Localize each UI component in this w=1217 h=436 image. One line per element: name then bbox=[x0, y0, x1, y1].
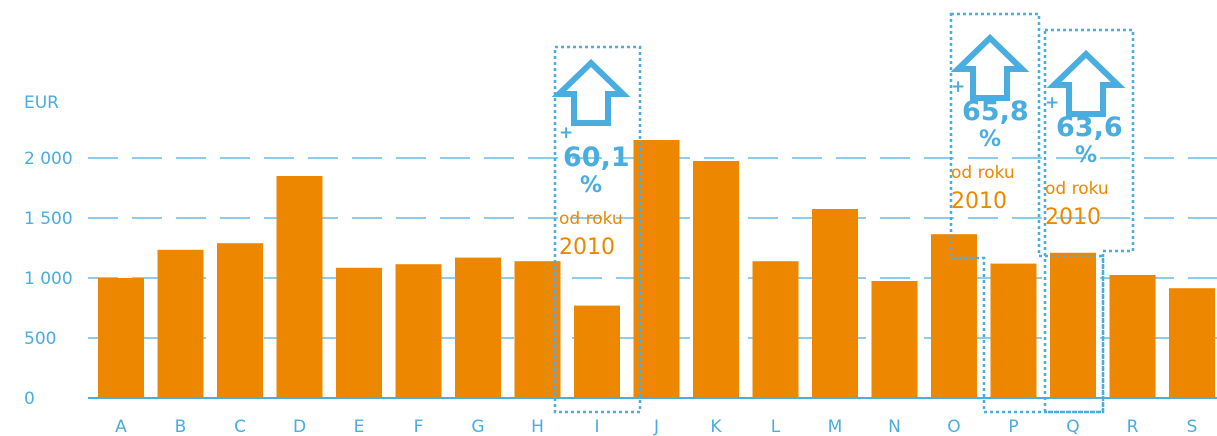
x-tick-label: B bbox=[175, 417, 187, 436]
annotation-year: 2010 bbox=[951, 189, 1007, 214]
up-arrow-icon bbox=[551, 58, 631, 126]
bar-L bbox=[752, 261, 799, 398]
x-tick-label: O bbox=[947, 417, 960, 436]
x-tick-label: M bbox=[828, 417, 843, 436]
bar-G bbox=[455, 257, 501, 398]
annotation-plus: + bbox=[1045, 93, 1059, 113]
y-tick-label: 1 500 bbox=[24, 209, 73, 229]
bars bbox=[98, 140, 1215, 398]
x-tick-label: Q bbox=[1066, 417, 1079, 436]
x-tick-label: N bbox=[888, 417, 901, 436]
bar-S bbox=[1169, 288, 1215, 398]
annotation-P: +65,8% od roku 2010 bbox=[949, 12, 1105, 414]
bar-M bbox=[812, 209, 858, 398]
bar-B bbox=[157, 249, 204, 398]
x-tick-label: S bbox=[1187, 417, 1198, 436]
annotation-year: 2010 bbox=[1045, 205, 1101, 230]
y-tick-label: 0 bbox=[24, 389, 35, 409]
x-tick-label: D bbox=[293, 417, 306, 436]
x-tick-label: E bbox=[354, 417, 365, 436]
annotation-percent: % bbox=[1075, 143, 1097, 168]
annotation-year: 2010 bbox=[559, 235, 615, 260]
bar-A bbox=[98, 278, 144, 398]
x-tick-label: A bbox=[115, 417, 127, 436]
annotation-plus: + bbox=[951, 77, 965, 97]
x-tick-label: J bbox=[653, 417, 659, 436]
x-tick-label: L bbox=[771, 417, 781, 436]
annotation-percent: % bbox=[979, 127, 1001, 152]
bar-Q bbox=[1050, 252, 1096, 398]
x-tick-label: G bbox=[471, 417, 484, 436]
annotation-text: od roku bbox=[1045, 179, 1109, 199]
annotation-plus: + bbox=[559, 123, 573, 143]
annotation-box bbox=[1043, 28, 1135, 414]
x-tick-label: I bbox=[594, 417, 599, 436]
y-axis-label: EUR bbox=[24, 93, 59, 113]
bar-H bbox=[514, 261, 561, 398]
y-axis-ticks: 0 500 1 000 1 500 2 000 bbox=[24, 149, 73, 409]
bar-C bbox=[217, 243, 263, 398]
annotation-value: 60,1 bbox=[563, 142, 630, 173]
annotation-box bbox=[949, 12, 1105, 414]
bar-K bbox=[693, 161, 739, 398]
x-tick-label: K bbox=[710, 417, 722, 436]
x-tick-label: P bbox=[1008, 417, 1018, 436]
annotation-Q: +63,6% od roku 2010 bbox=[1043, 28, 1135, 414]
x-tick-label: C bbox=[234, 417, 246, 436]
x-tick-label: F bbox=[414, 417, 424, 436]
annotation-I: +60,1% od roku 2010 bbox=[551, 45, 642, 414]
bar-O bbox=[931, 234, 977, 398]
bar-I bbox=[574, 305, 620, 398]
bar-F bbox=[395, 264, 442, 398]
bar-R bbox=[1109, 275, 1156, 398]
y-tick-label: 500 bbox=[24, 329, 56, 349]
annotation-text: od roku bbox=[951, 163, 1015, 183]
up-arrow-icon bbox=[1046, 49, 1126, 117]
bar-P bbox=[990, 263, 1037, 398]
annotation-box bbox=[553, 45, 642, 414]
annotation-value: 65,8 bbox=[962, 96, 1029, 127]
x-tick-label: H bbox=[531, 417, 544, 436]
x-axis-ticks: A B C D E F G H I J K L M N O P Q R S bbox=[115, 417, 1197, 436]
up-arrow-icon bbox=[950, 33, 1030, 101]
annotation-value: 63,6 bbox=[1056, 112, 1123, 143]
annotation-percent: % bbox=[580, 173, 602, 198]
x-tick-label: R bbox=[1127, 417, 1139, 436]
y-tick-label: 2 000 bbox=[24, 149, 73, 169]
annotation-text: od roku bbox=[559, 209, 623, 229]
bar-E bbox=[336, 267, 382, 398]
bar-N bbox=[871, 281, 918, 398]
y-tick-label: 1 000 bbox=[24, 269, 73, 289]
bar-D bbox=[276, 176, 323, 398]
